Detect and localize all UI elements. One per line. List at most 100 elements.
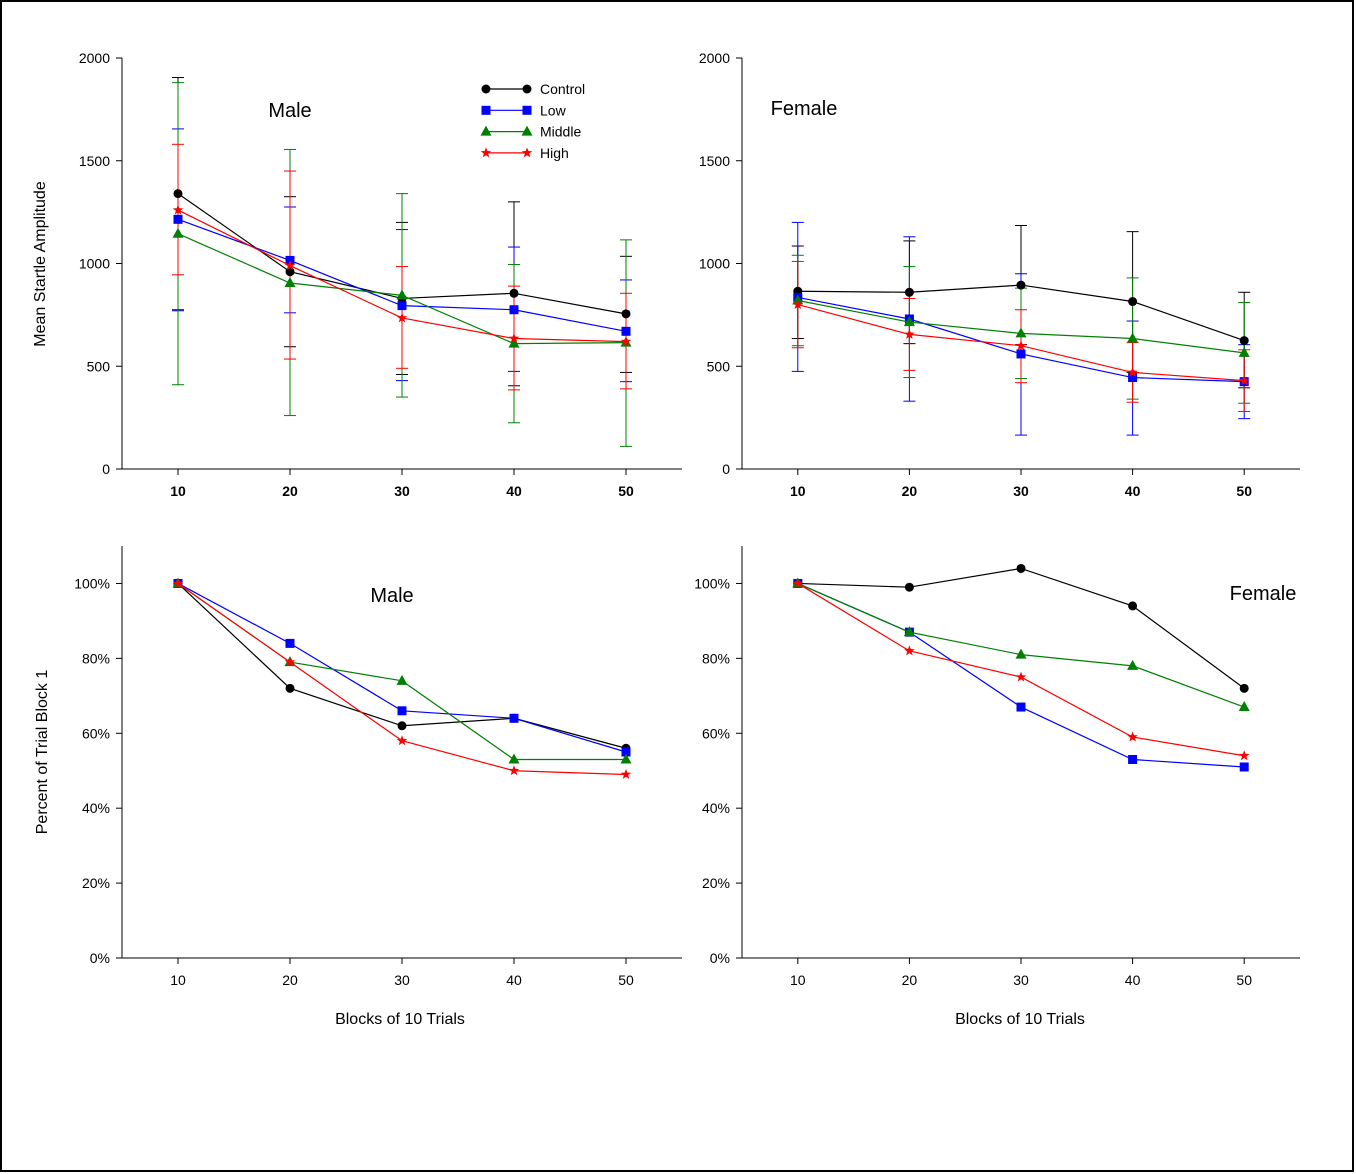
x-tick-label: 20 [282,483,298,499]
data-point-high [1238,750,1250,761]
data-point-low [173,214,183,224]
data-point-control [1016,563,1026,573]
legend-label: Low [540,102,567,118]
data-point-low [1239,762,1249,772]
x-tick-label: 50 [1236,972,1252,988]
data-point-control [1128,601,1138,611]
data-point-low [1128,754,1138,764]
y-tick-label: 2000 [699,50,730,66]
data-point-control [509,288,519,298]
y-tick-label: 60% [82,725,110,741]
panel-title: Male [268,100,311,122]
x-tick-label: 10 [790,972,806,988]
data-point-middle [172,227,184,238]
legend: Control Low Middle High [480,81,585,161]
data-point-low [1016,349,1026,359]
data-point-middle [1238,346,1250,357]
x-tick-label: 20 [282,972,298,988]
data-point-high [172,204,184,215]
y-tick-label: 1000 [79,256,110,272]
data-point-control [285,267,295,277]
chart-panel-2: 0 500 1000 1500 2000 10 20 30 40 50 Female [699,50,1300,499]
data-point-control [904,582,914,592]
x-axis-title: Blocks of 10 Trials [335,1011,465,1028]
x-tick-label: 30 [1013,483,1029,499]
data-point-low [397,301,407,311]
y-tick-label: 500 [87,358,111,374]
y-axis-title: Mean Startle Amplitude [32,181,49,347]
series-high [172,577,632,779]
data-point-high [1238,375,1250,386]
data-point-high [1015,671,1027,682]
data-point-high [904,328,915,339]
data-point-control [397,721,407,731]
data-point-control [1239,683,1249,693]
data-point-middle [396,289,408,300]
data-point-control [621,309,631,319]
legend-marker [521,147,533,158]
chart-panel-4: 0% 20% 40% 60% 80% 100% 10 20 30 40 50 Female Blocks… [694,546,1300,1028]
y-tick-label: 500 [707,358,731,374]
data-point-middle [396,674,408,685]
data-point-high [792,299,804,310]
y-tick-label: 0 [722,461,730,477]
data-point-control [173,189,183,199]
y-tick-label: 40% [82,800,110,816]
y-tick-label: 100% [74,575,110,591]
data-point-low [621,747,631,757]
legend-marker [480,125,492,136]
x-tick-label: 50 [1236,483,1252,499]
chart-panel-3: 0% 20% 40% 60% 80% 100% 10 20 30 40 50 Male Percent … [34,546,682,1028]
series-high [792,577,1250,761]
x-axis-title: Blocks of 10 Trials [955,1011,1085,1028]
data-point-middle [508,753,520,764]
data-point-middle [903,316,915,327]
data-point-control [904,287,914,297]
y-tick-label: 1000 [699,256,730,272]
y-tick-label: 20% [82,875,110,891]
data-point-high [620,336,632,347]
data-point-high [396,735,408,746]
legend-item-low: Low [481,102,567,118]
x-tick-label: 30 [394,972,410,988]
data-point-middle [1238,701,1250,712]
panel-title: Female [771,98,838,120]
legend-label: Middle [540,124,581,140]
x-tick-label: 40 [1125,483,1141,499]
legend-marker [481,105,491,115]
y-tick-label: 0% [90,950,110,966]
data-point-control [1128,297,1138,307]
series-high [792,299,1250,386]
x-tick-label: 40 [506,972,522,988]
y-tick-label: 1500 [79,153,110,169]
data-point-middle [1015,327,1027,338]
x-tick-label: 10 [170,972,186,988]
x-tick-label: 50 [618,483,634,499]
x-tick-label: 10 [170,483,186,499]
data-point-low [1016,702,1026,712]
series-high [172,204,632,347]
panel-title: Male [370,585,413,607]
data-point-middle [620,753,632,764]
data-point-high [1015,340,1027,351]
data-point-low [509,305,519,315]
data-point-middle [1127,659,1139,670]
y-tick-label: 0 [102,461,110,477]
data-point-low [621,326,631,336]
data-point-high [172,577,184,588]
data-point-high [396,312,408,323]
data-point-middle [903,626,915,637]
data-point-high [1127,731,1138,742]
y-tick-label: 1500 [699,153,730,169]
x-tick-label: 10 [790,483,806,499]
legend-marker [521,125,533,136]
y-tick-label: 60% [702,725,730,741]
x-tick-label: 50 [618,972,634,988]
data-point-control [1239,336,1249,346]
panel-title: Female [1230,583,1297,605]
legend-marker [522,105,532,115]
y-tick-label: 2000 [79,50,110,66]
series-control [793,563,1249,693]
